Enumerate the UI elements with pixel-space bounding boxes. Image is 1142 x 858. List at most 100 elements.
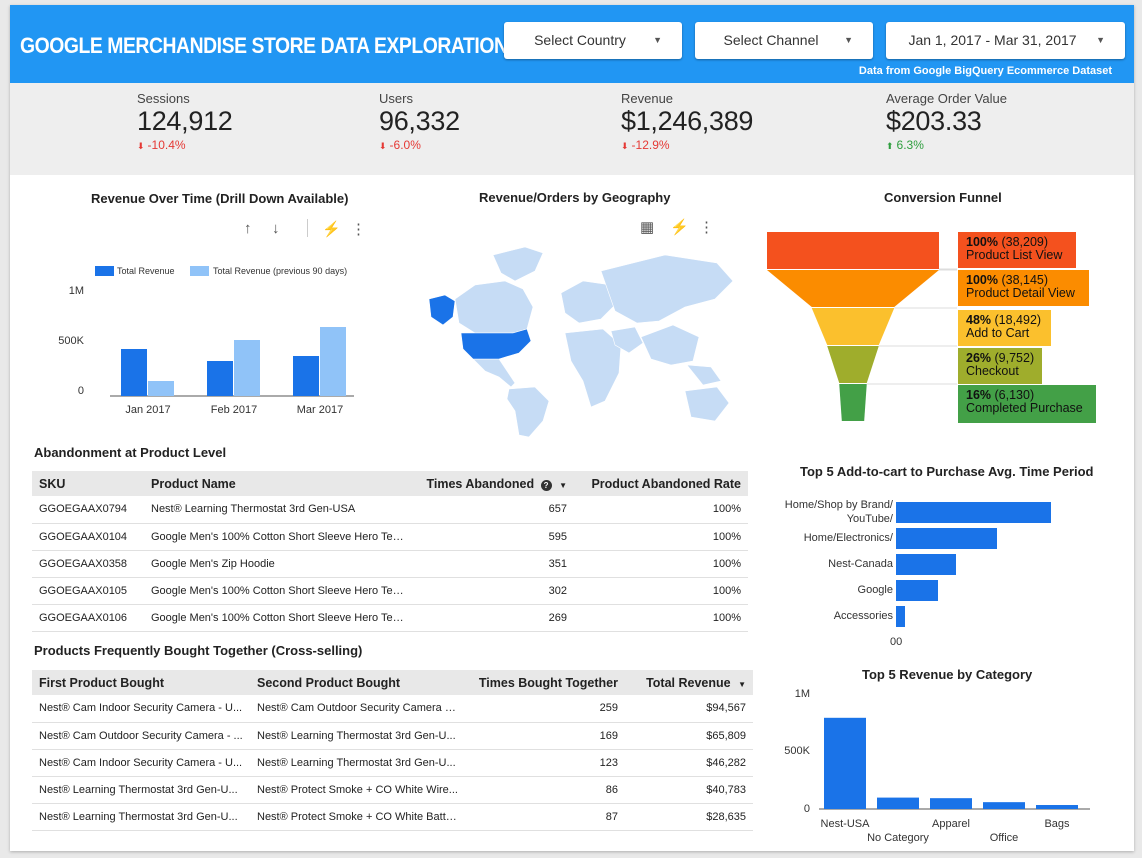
table-row[interactable]: Nest® Cam Indoor Security Camera - U... N…	[32, 749, 753, 776]
table-cell: 100%	[574, 523, 748, 550]
geo-chart-title: Revenue/Orders by Geography	[479, 190, 670, 205]
funnel-pct: 16%	[966, 388, 991, 402]
table-cell: 100%	[574, 496, 748, 523]
kpi-label: Users	[379, 91, 460, 106]
funnel-stage[interactable]	[767, 232, 939, 269]
table-cell: Nest® Cam Indoor Security Camera - U...	[32, 749, 250, 776]
hbar[interactable]	[896, 528, 997, 549]
table-row[interactable]: GGOEGAAX0105 Google Men's 100% Cotton Sho…	[32, 577, 748, 604]
table-cell: Nest® Learning Thermostat 3rd Gen-USA	[144, 496, 416, 523]
kpi-value: 124,912	[137, 106, 233, 137]
header-bar: GOOGLE MERCHANDISE STORE DATA EXPLORATIO…	[10, 5, 1134, 83]
kpi-label: Average Order Value	[886, 91, 1007, 106]
category-bar[interactable]	[877, 798, 919, 809]
table-row[interactable]: Nest® Learning Thermostat 3rd Gen-U... Ne…	[32, 776, 753, 803]
table-row[interactable]: GGOEGAAX0104 Google Men's 100% Cotton Sho…	[32, 523, 748, 550]
bar-current[interactable]	[121, 349, 147, 396]
category-bar[interactable]	[983, 802, 1025, 809]
funnel-stage[interactable]	[839, 384, 867, 421]
col-header-second-product[interactable]: Second Product Bought	[250, 670, 466, 695]
legend-label: Total Revenue	[117, 266, 175, 276]
category-bar[interactable]	[930, 798, 972, 809]
table-cell: $65,809	[625, 722, 753, 749]
x-tick-label: No Category	[867, 832, 929, 844]
col-header-product[interactable]: Product Name	[144, 471, 416, 496]
table-row[interactable]: Nest® Learning Thermostat 3rd Gen-U... Ne…	[32, 803, 753, 830]
reset-filter-icon[interactable]: ⚡	[322, 220, 341, 238]
bar-previous[interactable]	[320, 327, 346, 396]
chart-settings-icon[interactable]: ▦	[640, 218, 654, 236]
col-header-times-together[interactable]: Times Bought Together	[466, 670, 625, 695]
table-row[interactable]: Nest® Cam Indoor Security Camera - U... N…	[32, 695, 753, 722]
page-title: GOOGLE MERCHANDISE STORE DATA EXPLORATIO…	[20, 33, 508, 59]
table-row[interactable]: GGOEGAAX0106 Google Men's 100% Cotton Sho…	[32, 604, 748, 631]
table-cell: Nest® Protect Smoke + CO White Wire...	[250, 776, 466, 803]
kpi-change-value: -6.0%	[390, 138, 421, 152]
map-south-asia	[641, 325, 699, 365]
sort-desc-icon[interactable]: ▼	[738, 680, 746, 689]
bar-previous[interactable]	[234, 340, 260, 396]
table-row[interactable]: GGOEGAAX0794 Nest® Learning Thermostat 3r…	[32, 496, 748, 523]
sort-desc-icon[interactable]: ▼	[559, 481, 567, 490]
funnel-stage-label: 100% (38,145) Product Detail View	[958, 270, 1089, 306]
table-cell: Nest® Cam Indoor Security Camera - U...	[32, 695, 250, 722]
col-header-total-revenue[interactable]: Total Revenue ▼	[625, 670, 753, 695]
category-bar[interactable]	[824, 718, 866, 809]
y-tick-label: 500K	[54, 335, 84, 347]
kpi-sessions: Sessions 124,912 ⬇ -10.4%	[137, 91, 233, 152]
x-tick-label: Mar 2017	[297, 404, 343, 415]
table-row[interactable]: GGOEGAAX0358 Google Men's Zip Hoodie 351 10…	[32, 550, 748, 577]
kpi-change: ⬇ -12.9%	[621, 138, 753, 152]
col-header-sku[interactable]: SKU	[32, 471, 144, 496]
drill-up-icon[interactable]: ↑	[244, 220, 252, 237]
category-bar[interactable]	[1036, 805, 1078, 809]
world-map[interactable]	[415, 241, 735, 437]
help-icon[interactable]: ?	[541, 480, 552, 491]
table-cell: Google Men's 100% Cotton Short Sleeve He…	[144, 604, 416, 631]
funnel-stage-label: 26% (9,752) Checkout	[958, 348, 1042, 384]
reset-filter-icon[interactable]: ⚡	[670, 218, 689, 236]
legend-swatch-previous	[190, 266, 209, 276]
funnel-count: (18,492)	[991, 313, 1041, 327]
funnel-stage-label: 16% (6,130) Completed Purchase	[958, 385, 1096, 423]
more-options-icon[interactable]: ⋮	[351, 220, 366, 238]
hbar[interactable]	[896, 606, 905, 627]
funnel-stage[interactable]	[812, 308, 895, 345]
y-tick-label: Home/Shop by Brand/	[750, 499, 893, 511]
funnel-pct: 100%	[966, 273, 998, 287]
conversion-funnel[interactable]	[767, 232, 957, 424]
legend-label: Total Revenue (previous 90 days)	[213, 266, 347, 276]
col-header-times-abandoned[interactable]: Times Abandoned ? ▼	[416, 471, 574, 496]
hbar[interactable]	[896, 554, 956, 575]
revenue-chart-title: Revenue Over Time (Drill Down Available)	[91, 191, 348, 206]
col-header-first-product[interactable]: First Product Bought	[32, 670, 250, 695]
kpi-change-value: 6.3%	[897, 138, 924, 152]
x-tick-label: Office	[990, 832, 1019, 844]
bar-previous[interactable]	[148, 381, 174, 396]
more-options-icon[interactable]: ⋮	[699, 218, 714, 236]
table-row[interactable]: Nest® Cam Outdoor Security Camera - ... N…	[32, 722, 753, 749]
kpi-change: ⬇ -10.4%	[137, 138, 233, 152]
map-australia	[685, 387, 729, 421]
revenue-bar-chart[interactable]: Jan 2017 Feb 2017 Mar 2017	[90, 285, 360, 415]
hbar[interactable]	[896, 580, 938, 601]
channel-select[interactable]: Select Channel ▼	[695, 22, 873, 59]
bar-current[interactable]	[293, 356, 319, 396]
date-range-picker[interactable]: Jan 1, 2017 - Mar 31, 2017 ▼	[886, 22, 1125, 59]
table-cell: Google Men's 100% Cotton Short Sleeve He…	[144, 523, 416, 550]
drill-down-icon[interactable]: ↓	[272, 220, 280, 237]
arrow-down-icon: ⬇	[379, 141, 387, 151]
kpi-label: Sessions	[137, 91, 233, 106]
funnel-stage[interactable]	[827, 346, 879, 383]
bar-current[interactable]	[207, 361, 233, 396]
table-cell: Nest® Learning Thermostat 3rd Gen-U...	[250, 749, 466, 776]
funnel-stage[interactable]	[767, 270, 939, 307]
y-tick-label: 1M	[54, 285, 84, 297]
table-cell: Nest® Learning Thermostat 3rd Gen-U...	[250, 722, 466, 749]
col-header-abandoned-rate[interactable]: Product Abandoned Rate	[574, 471, 748, 496]
y-tick-label: 0	[54, 385, 84, 397]
hbar[interactable]	[896, 502, 1051, 523]
funnel-pct: 48%	[966, 313, 991, 327]
country-select[interactable]: Select Country ▼	[504, 22, 682, 59]
